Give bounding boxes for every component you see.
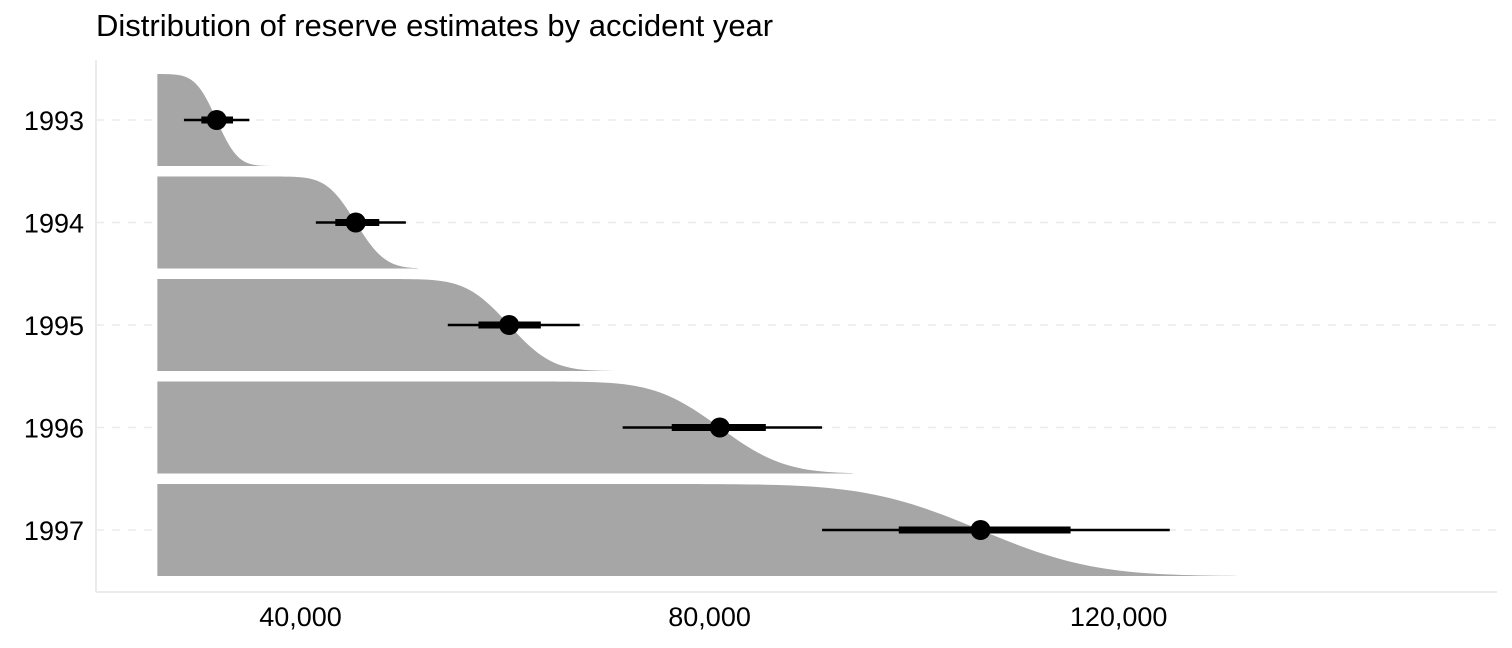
interval-layer — [183, 110, 1170, 540]
distribution-1997 — [157, 484, 1237, 576]
median-point-1994 — [345, 212, 366, 233]
y-tick-label-1996: 1996 — [24, 414, 84, 444]
distribution-1994 — [157, 176, 419, 269]
y-tick-label-1995: 1995 — [24, 311, 84, 341]
distribution-layer — [157, 74, 1237, 576]
chart-title: Distribution of reserve estimates by acc… — [96, 8, 774, 43]
distribution-1995 — [157, 279, 613, 371]
x-tick-label-120000: 120,000 — [1070, 602, 1168, 632]
y-tick-label-1994: 1994 — [24, 209, 84, 239]
y-tick-label-1997: 1997 — [24, 516, 84, 546]
y-tick-label-1993: 1993 — [24, 106, 84, 136]
median-point-1996 — [709, 417, 730, 438]
median-point-1993 — [206, 110, 227, 130]
median-point-1997 — [970, 520, 991, 540]
x-tick-label-80000: 80,000 — [668, 602, 751, 632]
x-tick-label-40000: 40,000 — [259, 602, 342, 632]
label-layer: 1993 1994 1995 1996 1997 40,000 80,000 120,000 — [24, 106, 1168, 632]
distribution-1996 — [157, 381, 853, 474]
axis-layer — [95, 60, 1497, 593]
median-point-1995 — [499, 315, 520, 335]
